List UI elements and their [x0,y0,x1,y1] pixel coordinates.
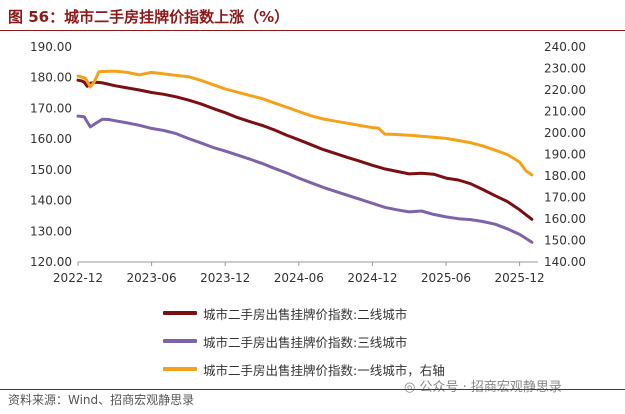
source-divider [0,389,625,390]
x-tick-label: 2025-06 [421,271,471,285]
legend-swatch-tier1 [163,367,197,371]
x-tick-label: 2024-06 [274,271,324,285]
left-tick-label: 160.00 [30,132,72,146]
x-tick-label: 2024-12 [347,271,397,285]
series-layer [78,71,532,242]
left-y-axis: 190.00 180.00 170.00 160.00 150.00 140.00 130.… [30,40,72,269]
series-line-tier2 [78,80,532,219]
legend-item-tier2: 城市二手房出售挂牌价指数:二线城市 [163,299,445,327]
right-tick-label: 140.00 [544,255,586,269]
x-tick-label: 2023-06 [127,271,177,285]
source-note: 资料来源：Wind、招商宏观静思录 [8,391,194,408]
right-tick-label: 170.00 [544,191,586,205]
legend-item-tier1: 城市二手房出售挂牌价指数:一线城市，右轴 [163,355,445,383]
legend-label-tier3: 城市二手房出售挂牌价指数:三线城市 [203,332,407,351]
x-tick-label: 2025-12 [495,271,545,285]
right-tick-label: 200.00 [544,126,586,140]
legend: 城市二手房出售挂牌价指数:二线城市 城市二手房出售挂牌价指数:三线城市 城市二手… [163,299,445,383]
x-tick-label: 2022-12 [53,271,103,285]
left-tick-label: 190.00 [30,40,72,54]
left-tick-label: 170.00 [30,101,72,115]
line-chart: 190.00 180.00 170.00 160.00 150.00 140.00 130.… [0,0,625,300]
x-axis: 2022-12 2023-06 2023-12 2024-06 2024-12 2025-… [53,262,545,285]
legend-swatch-tier2 [163,311,197,315]
right-tick-label: 160.00 [544,212,586,226]
right-tick-label: 230.00 [544,62,586,76]
left-tick-label: 140.00 [30,194,72,208]
right-tick-label: 240.00 [544,40,586,54]
right-tick-label: 220.00 [544,83,586,97]
series-line-tier1 [78,71,532,175]
legend-label-tier2: 城市二手房出售挂牌价指数:二线城市 [203,304,407,323]
right-tick-label: 180.00 [544,169,586,183]
right-tick-label: 210.00 [544,105,586,119]
x-tick-label: 2023-12 [200,271,250,285]
right-tick-label: 150.00 [544,234,586,248]
legend-item-tier3: 城市二手房出售挂牌价指数:三线城市 [163,327,445,355]
legend-swatch-tier3 [163,339,197,343]
left-tick-label: 120.00 [30,255,72,269]
series-line-tier3 [78,116,532,242]
left-tick-label: 130.00 [30,224,72,238]
left-tick-label: 180.00 [30,71,72,85]
right-tick-label: 190.00 [544,148,586,162]
right-y-axis: 240.00 230.00 220.00 210.00 200.00 190.00 180.… [544,40,586,269]
left-tick-label: 150.00 [30,163,72,177]
watermark: ◎ 公众号 · 招商宏观静思录 [404,376,562,395]
